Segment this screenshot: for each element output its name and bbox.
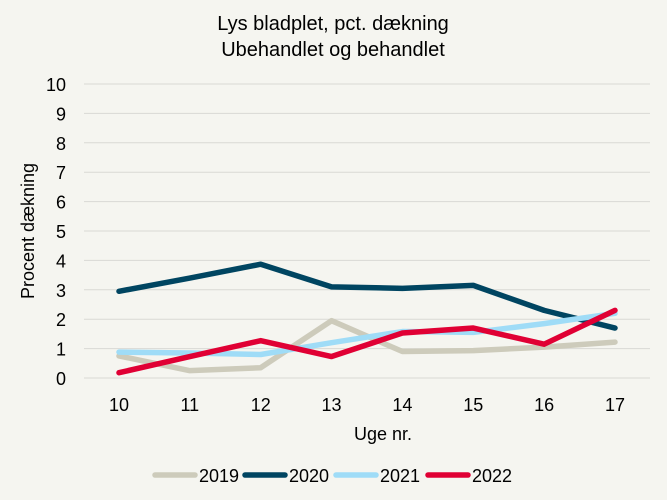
- legend-item-2021: 2021: [333, 466, 420, 486]
- y-tick-label: 7: [56, 163, 66, 183]
- y-axis-label: Procent dækning: [18, 163, 38, 299]
- legend-item-2019: 2019: [152, 466, 239, 486]
- y-tick-label: 5: [56, 222, 66, 242]
- x-tick-label: 12: [251, 395, 271, 415]
- x-tick-label: 13: [322, 395, 342, 415]
- series-line-2020: [116, 261, 618, 331]
- y-tick-label: 1: [56, 340, 66, 360]
- legend-label: 2021: [380, 466, 420, 486]
- legend-label: 2019: [199, 466, 239, 486]
- legend-label: 2022: [472, 466, 512, 486]
- x-tick-label: 17: [605, 395, 625, 415]
- legend-label: 2020: [289, 466, 329, 486]
- x-tick-label: 11: [181, 395, 200, 415]
- y-tick-label: 3: [56, 281, 66, 301]
- y-tick-label: 4: [56, 251, 66, 271]
- x-tick-label: 15: [463, 395, 483, 415]
- y-tick-label: 9: [56, 104, 66, 124]
- legend-item-2020: 2020: [242, 466, 329, 486]
- chart-title: Lys bladplet, pct. dækning: [217, 13, 449, 35]
- x-tick-label: 10: [109, 395, 129, 415]
- legend-item-2022: 2022: [425, 466, 512, 486]
- y-tick-label: 6: [56, 193, 66, 213]
- y-tick-label: 0: [56, 369, 66, 389]
- series-line-2022: [116, 307, 618, 376]
- chart-subtitle: Ubehandlet og behandlet: [221, 39, 445, 61]
- x-tick-label: 16: [534, 395, 554, 415]
- y-tick-label: 8: [56, 134, 66, 154]
- y-tick-label: 2: [56, 310, 66, 330]
- x-axis-label: Uge nr.: [354, 424, 412, 444]
- y-tick-label: 10: [46, 75, 66, 95]
- x-tick-label: 14: [392, 395, 412, 415]
